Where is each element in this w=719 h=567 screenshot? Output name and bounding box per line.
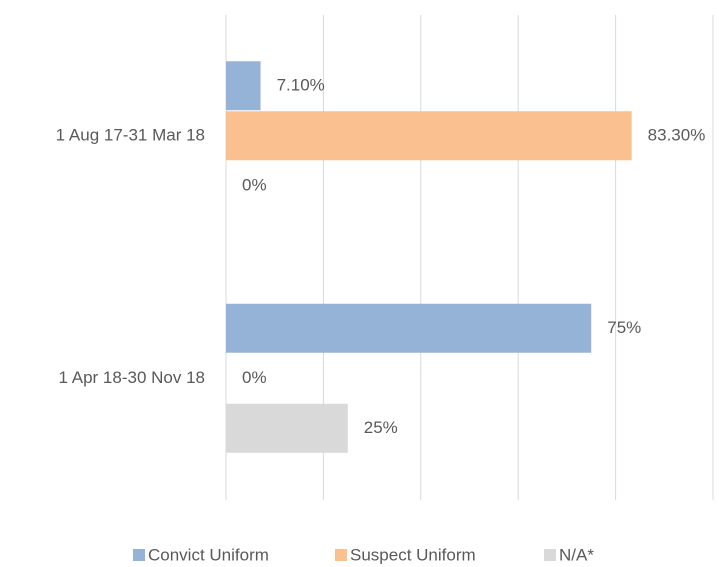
legend-swatch <box>544 549 556 561</box>
bar <box>226 61 261 111</box>
legend-label: Convict Uniform <box>148 545 269 564</box>
bar <box>226 403 348 453</box>
data-label: 75% <box>607 318 641 337</box>
bar <box>226 303 592 353</box>
legend-swatch <box>335 549 347 561</box>
data-label: 0% <box>242 176 267 195</box>
legend-label: N/A* <box>559 545 594 564</box>
bar <box>226 111 632 161</box>
data-label: 25% <box>364 418 398 437</box>
y-tick-label: 1 Apr 18-30 Nov 18 <box>59 368 205 387</box>
data-label: 0% <box>242 368 267 387</box>
legend-label: Suspect Uniform <box>350 545 476 564</box>
data-label: 83.30% <box>648 126 706 145</box>
data-label: 7.10% <box>277 76 325 95</box>
legend-swatch <box>133 549 145 561</box>
y-tick-label: 1 Aug 17-31 Mar 18 <box>56 126 205 145</box>
